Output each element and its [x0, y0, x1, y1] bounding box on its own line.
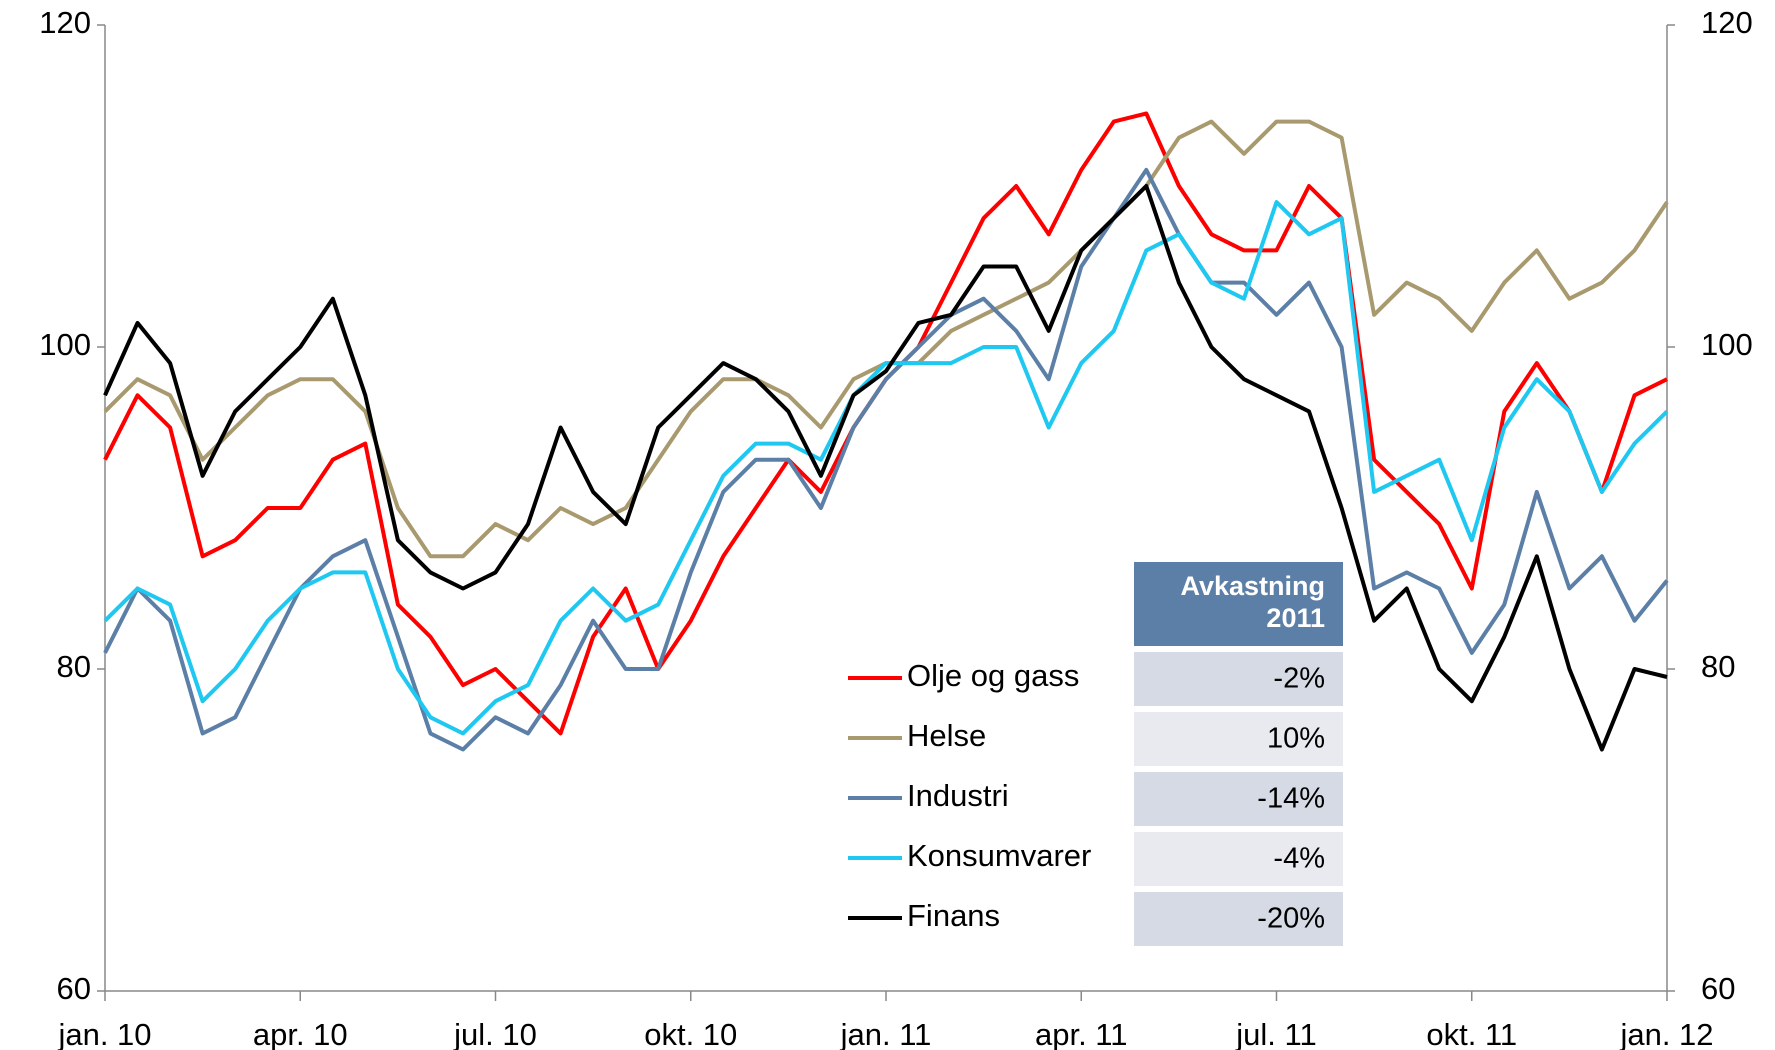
- table-cell: 10%: [1267, 723, 1325, 755]
- table-cell: -4%: [1273, 843, 1325, 875]
- x-tick-label: okt. 10: [644, 1017, 737, 1050]
- x-tick-label: jan. 10: [57, 1017, 151, 1050]
- x-tick-label: jan. 12: [1619, 1017, 1713, 1050]
- legend-label: Industri: [907, 778, 1009, 813]
- x-tick-label: okt. 11: [1426, 1017, 1517, 1050]
- x-tick-label: apr. 11: [1035, 1017, 1128, 1050]
- series-line: [103, 184, 1668, 752]
- table-row-bg: [1134, 832, 1343, 886]
- y-tick-label: 80: [57, 649, 91, 684]
- table-row-bg: [1134, 652, 1343, 706]
- y-tick-label: 100: [39, 327, 91, 362]
- table-row-bg: [1134, 892, 1343, 946]
- table-row-bg: [1134, 772, 1343, 826]
- legend-label: Olje og gass: [907, 658, 1079, 693]
- series-line: [103, 119, 1669, 559]
- table-row-bg: [1134, 712, 1343, 766]
- legend-label: Konsumvarer: [907, 838, 1091, 873]
- y-tick-label: 60: [57, 971, 91, 1006]
- y2-tick-label: 60: [1701, 971, 1735, 1006]
- series-line: [103, 200, 1669, 736]
- y2-tick-label: 80: [1701, 649, 1735, 684]
- table-header: Avkastning 2011: [1180, 571, 1325, 633]
- table-cell: -14%: [1257, 783, 1325, 815]
- x-tick-label: apr. 10: [253, 1017, 348, 1050]
- x-tick-label: jul. 10: [453, 1017, 537, 1050]
- table-cell: -2%: [1273, 663, 1325, 695]
- y-tick-label: 120: [39, 5, 91, 40]
- table-cell: -20%: [1257, 903, 1325, 935]
- y2-tick-label: 100: [1701, 327, 1753, 362]
- legend-label: Helse: [907, 718, 986, 753]
- x-tick-label: jan. 11: [840, 1017, 932, 1050]
- series-line: [103, 167, 1669, 752]
- y2-tick-label: 120: [1701, 5, 1753, 40]
- legend-label: Finans: [907, 898, 1000, 933]
- x-tick-label: jul. 11: [1235, 1017, 1316, 1050]
- table-header-bg: [1134, 562, 1343, 646]
- series-line: [103, 111, 1668, 736]
